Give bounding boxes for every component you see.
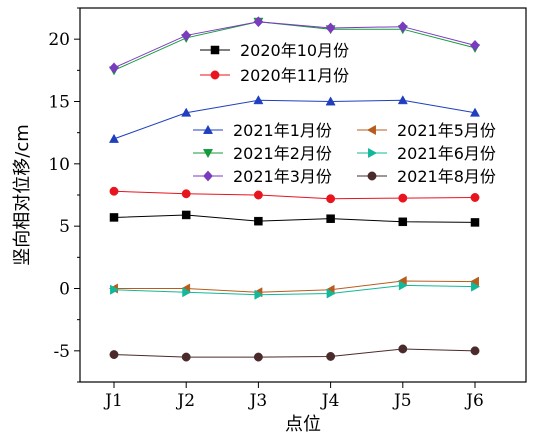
data-point <box>253 190 263 200</box>
legend-marker <box>202 149 214 159</box>
series-6 <box>110 280 481 300</box>
y-tick-label: 10 <box>48 155 70 175</box>
legend-label: 2021年1月份 <box>233 121 332 140</box>
data-point <box>181 189 191 199</box>
data-point <box>325 22 336 34</box>
data-point <box>181 352 191 362</box>
legend-label: 2020年10月份 <box>240 41 349 60</box>
x-axis: J1 J2 J3 J4 J5 J6 <box>103 382 484 411</box>
data-point <box>326 288 336 299</box>
legend-entry: 2021年3月份 <box>193 167 332 186</box>
legend-marker <box>202 124 214 134</box>
y-axis: -5 0 5 10 15 20 <box>48 7 80 383</box>
data-point <box>108 133 120 143</box>
series-0 <box>109 210 480 227</box>
data-point <box>181 29 192 41</box>
data-point <box>470 218 480 227</box>
series-line <box>114 280 476 293</box>
legend: 2020年10月份 2020年11月份 2021年1月份 2021年5月份 2021年2… <box>193 41 496 186</box>
legend-entry: 2020年11月份 <box>200 66 349 85</box>
legend-entry: 2021年5月份 <box>357 121 496 140</box>
series-1 <box>109 186 480 204</box>
data-point <box>397 95 408 105</box>
series-line <box>113 21 476 69</box>
legend-label: 2021年8月份 <box>397 167 496 186</box>
series-line <box>113 21 476 71</box>
data-point <box>398 193 408 203</box>
data-point <box>397 21 408 33</box>
y-tick-label: -5 <box>53 342 70 362</box>
legend-marker <box>210 70 220 80</box>
data-point <box>109 186 119 196</box>
legend-label: 2021年3月份 <box>233 167 332 186</box>
x-tick-label: J4 <box>320 391 340 411</box>
data-point <box>326 351 336 361</box>
series-line <box>113 99 476 140</box>
legend-marker <box>368 147 378 159</box>
series-2 <box>108 95 481 143</box>
plot-frame <box>79 7 527 383</box>
legend-marker <box>366 124 376 136</box>
x-tick-label: J1 <box>103 391 123 411</box>
legend-entry: 2021年2月份 <box>193 144 332 163</box>
data-point <box>326 214 335 223</box>
legend-entry: 2021年6月份 <box>357 144 496 163</box>
y-axis-title: 竖向相对位移/cm <box>12 124 33 266</box>
data-point <box>110 284 120 295</box>
data-point <box>325 96 336 106</box>
data-point <box>109 350 119 360</box>
x-tick-label: J3 <box>248 391 268 411</box>
x-tick-label: J2 <box>175 391 195 411</box>
data-point <box>398 280 408 291</box>
data-point <box>470 39 480 51</box>
series-line <box>113 190 476 200</box>
legend-label: 2021年5月份 <box>397 121 496 140</box>
legend-label: 2021年2月份 <box>233 144 332 163</box>
data-point <box>181 210 191 220</box>
legend-label: 2020年11月份 <box>240 66 349 85</box>
legend-entry: 2021年8月份 <box>357 167 496 186</box>
y-tick-label: 5 <box>59 217 70 237</box>
data-point <box>398 344 408 354</box>
legend-label: 2021年6月份 <box>397 144 496 163</box>
series-4 <box>109 16 480 74</box>
series-layer <box>108 16 481 362</box>
legend-marker <box>203 170 213 182</box>
legend-marker <box>367 171 377 181</box>
legend-entry: 2021年1月份 <box>193 121 332 140</box>
data-point <box>254 289 264 300</box>
data-point <box>181 107 192 117</box>
data-point <box>470 193 480 202</box>
data-point <box>182 287 192 298</box>
x-tick-label: J5 <box>392 391 412 411</box>
series-line <box>113 214 476 223</box>
y-tick-label: 15 <box>48 93 70 113</box>
legend-entry: 2020年10月份 <box>200 41 349 60</box>
legend-marker <box>210 45 220 55</box>
series-line <box>113 284 476 296</box>
data-point <box>253 352 263 362</box>
series-line <box>113 348 476 358</box>
data-point <box>109 213 119 222</box>
x-tick-label: J6 <box>464 391 484 411</box>
data-point <box>470 346 480 356</box>
data-point <box>471 281 481 292</box>
data-point <box>398 217 408 227</box>
x-axis-title: 点位 <box>285 414 321 435</box>
y-tick-label: 20 <box>48 30 70 50</box>
data-point <box>253 16 264 28</box>
data-point <box>109 62 119 74</box>
data-point <box>326 194 336 204</box>
data-point <box>253 95 264 105</box>
data-point <box>469 107 481 117</box>
series-7 <box>109 344 480 362</box>
y-tick-label: 0 <box>59 280 70 300</box>
data-point <box>254 216 263 226</box>
